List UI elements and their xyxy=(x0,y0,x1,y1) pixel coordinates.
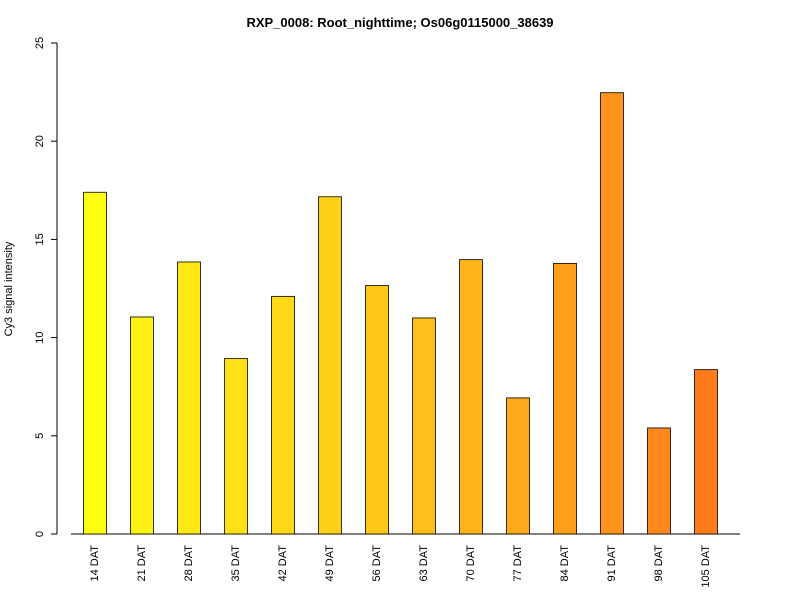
x-tick-label: 84 DAT xyxy=(559,545,571,582)
bar xyxy=(318,196,342,535)
bar xyxy=(130,316,154,535)
y-tick-label: 25 xyxy=(34,37,46,49)
bar xyxy=(647,427,671,535)
y-tick-label: 0 xyxy=(34,531,46,537)
x-tick-label: 77 DAT xyxy=(512,545,524,582)
bar xyxy=(271,295,295,535)
bar xyxy=(506,397,530,535)
y-tick-label: 20 xyxy=(34,135,46,147)
bar xyxy=(83,191,107,535)
bars xyxy=(83,92,718,535)
x-tick-label: 70 DAT xyxy=(465,545,477,582)
x-tick-label: 42 DAT xyxy=(277,545,289,582)
x-tick-label: 14 DAT xyxy=(89,545,101,582)
x-tick-label: 28 DAT xyxy=(183,545,195,582)
bar xyxy=(600,92,624,535)
x-tick-label: 21 DAT xyxy=(136,545,148,582)
y-tick-label: 10 xyxy=(34,331,46,343)
bar xyxy=(365,285,389,535)
bar xyxy=(412,317,436,535)
bar xyxy=(224,358,248,535)
x-tick-label: 35 DAT xyxy=(230,545,242,582)
x-tick-label: 49 DAT xyxy=(324,545,336,582)
x-tick-label: 98 DAT xyxy=(653,545,665,582)
chart-title: RXP_0008: Root_nighttime; Os06g0115000_3… xyxy=(246,15,553,30)
x-tick-label: 91 DAT xyxy=(606,545,618,582)
y-axis-label: Cy3 signal intensity xyxy=(3,241,15,336)
y-axis: 0 5 10 15 20 25 xyxy=(34,37,58,537)
y-tick-label: 5 xyxy=(34,433,46,439)
x-tick-label: 105 DAT xyxy=(700,545,712,588)
bar xyxy=(694,369,718,535)
y-tick-label: 15 xyxy=(34,233,46,245)
x-tick-label: 63 DAT xyxy=(418,545,430,582)
bar xyxy=(553,262,577,535)
x-tick-label: 56 DAT xyxy=(371,545,383,582)
bar xyxy=(459,259,483,535)
bar xyxy=(177,261,201,535)
x-tick-labels: 14 DAT 21 DAT 28 DAT 35 DAT 42 DAT 49 DAT 56 D… xyxy=(89,545,712,588)
